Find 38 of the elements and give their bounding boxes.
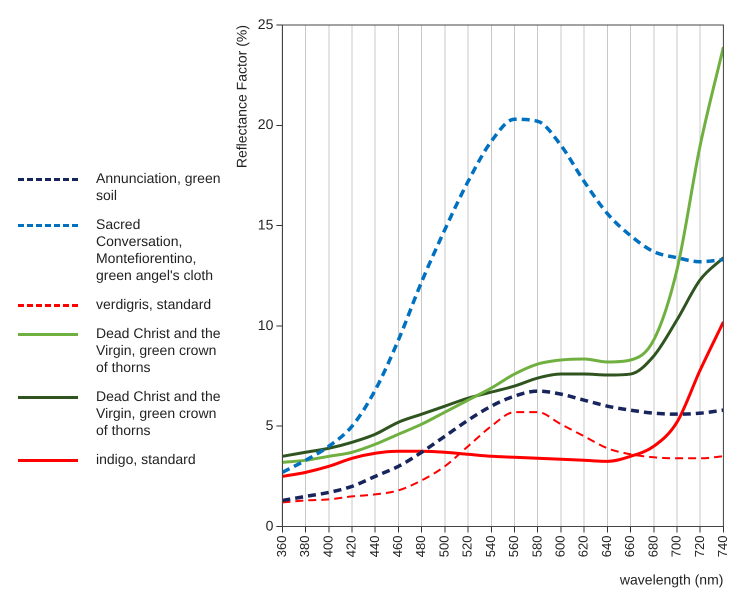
y-tick-label: 0 (266, 517, 274, 534)
line-series (282, 389, 724, 502)
legend-label: Dead Christ and the Virgin, green crown of thorns (96, 325, 222, 376)
y-tick-label: 5 (266, 417, 274, 434)
x-tick-label: 540 (482, 536, 498, 558)
y-tick-label: 10 (258, 316, 274, 333)
x-tick-label: 600 (552, 536, 568, 558)
y-tick-label: 25 (258, 16, 274, 32)
x-tick-label: 680 (645, 536, 660, 558)
x-tick-label: 520 (460, 536, 475, 558)
x-tick-label: 740 (714, 536, 730, 558)
x-tick-label: 660 (622, 536, 638, 558)
x-tick-label: 620 (576, 536, 591, 558)
x-tick-label: 580 (529, 536, 544, 558)
x-tick-label: 420 (344, 536, 359, 558)
x-tick-label: 380 (297, 536, 312, 558)
y-tick-label: 20 (258, 116, 274, 132)
x-axis-title: wavelength (nm) (618, 571, 724, 588)
x-tick-label: 400 (320, 536, 336, 558)
legend-label: indigo, standard (96, 451, 197, 468)
y-axis-title: Reflectance Factor (%) (233, 25, 250, 168)
x-tick-label: 640 (598, 536, 614, 558)
legend-label: Annunciation, green soil (96, 170, 222, 204)
x-tick-label: 560 (506, 536, 522, 558)
x-tick-label: 500 (436, 536, 452, 558)
x-tick-label: 440 (366, 536, 382, 558)
x-tick-label: 460 (390, 536, 406, 558)
line-series (282, 256, 724, 458)
y-tick-label: 15 (258, 216, 274, 232)
line-series (282, 118, 724, 474)
x-tick-label: 480 (413, 536, 428, 558)
legend-label: Dead Christ and the Virgin, green crown of thorns (96, 388, 222, 439)
x-tick-label: 720 (692, 536, 707, 558)
x-tick-label: 360 (274, 536, 289, 558)
line-series (282, 46, 724, 464)
legend-label: verdigris, standard (96, 296, 212, 313)
x-tick-label: 700 (668, 536, 684, 558)
legend-label: Sacred Conversation, Montefiorentino, green angel's cloth (96, 216, 214, 284)
